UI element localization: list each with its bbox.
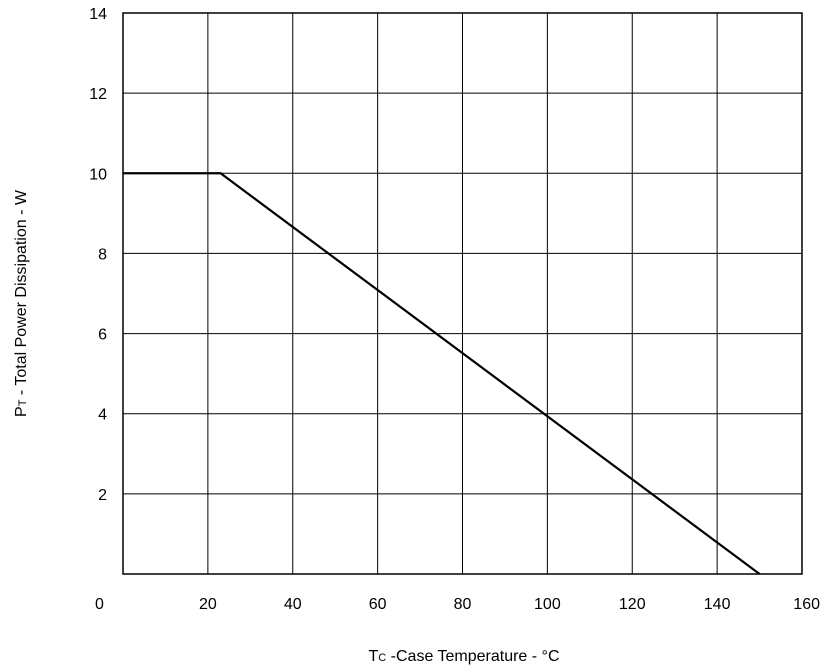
y-tick-labels: 2 4 6 8 10 12 14	[89, 6, 107, 504]
y-tick-label: 6	[98, 327, 107, 344]
x-tick-label: 140	[704, 596, 731, 613]
y-axis-label: PT - Total Power Dissipation - W	[13, 189, 30, 417]
x-tick-label: 120	[619, 596, 646, 613]
x-tick-label: 20	[199, 596, 217, 613]
y-tick-label: 12	[89, 86, 107, 103]
y-tick-label: 14	[89, 6, 107, 23]
x-tick-labels: 0 20 40 60 80 100 120 140 160	[95, 596, 820, 613]
x-tick-label: 0	[95, 596, 104, 613]
x-tick-label: 60	[369, 596, 387, 613]
y-tick-label: 4	[98, 407, 107, 424]
y-tick-label: 8	[98, 246, 107, 263]
x-tick-label: 160	[793, 596, 820, 613]
grid	[123, 13, 802, 574]
x-tick-label: 100	[534, 596, 561, 613]
x-tick-label: 40	[284, 596, 302, 613]
x-tick-label: 80	[454, 596, 472, 613]
plot-frame	[122, 12, 803, 575]
x-axis-label: TC -Case Temperature - °C	[368, 648, 559, 665]
y-tick-label: 10	[89, 166, 107, 183]
series	[123, 172, 761, 575]
series-line	[123, 172, 761, 575]
y-tick-label: 2	[98, 487, 107, 504]
